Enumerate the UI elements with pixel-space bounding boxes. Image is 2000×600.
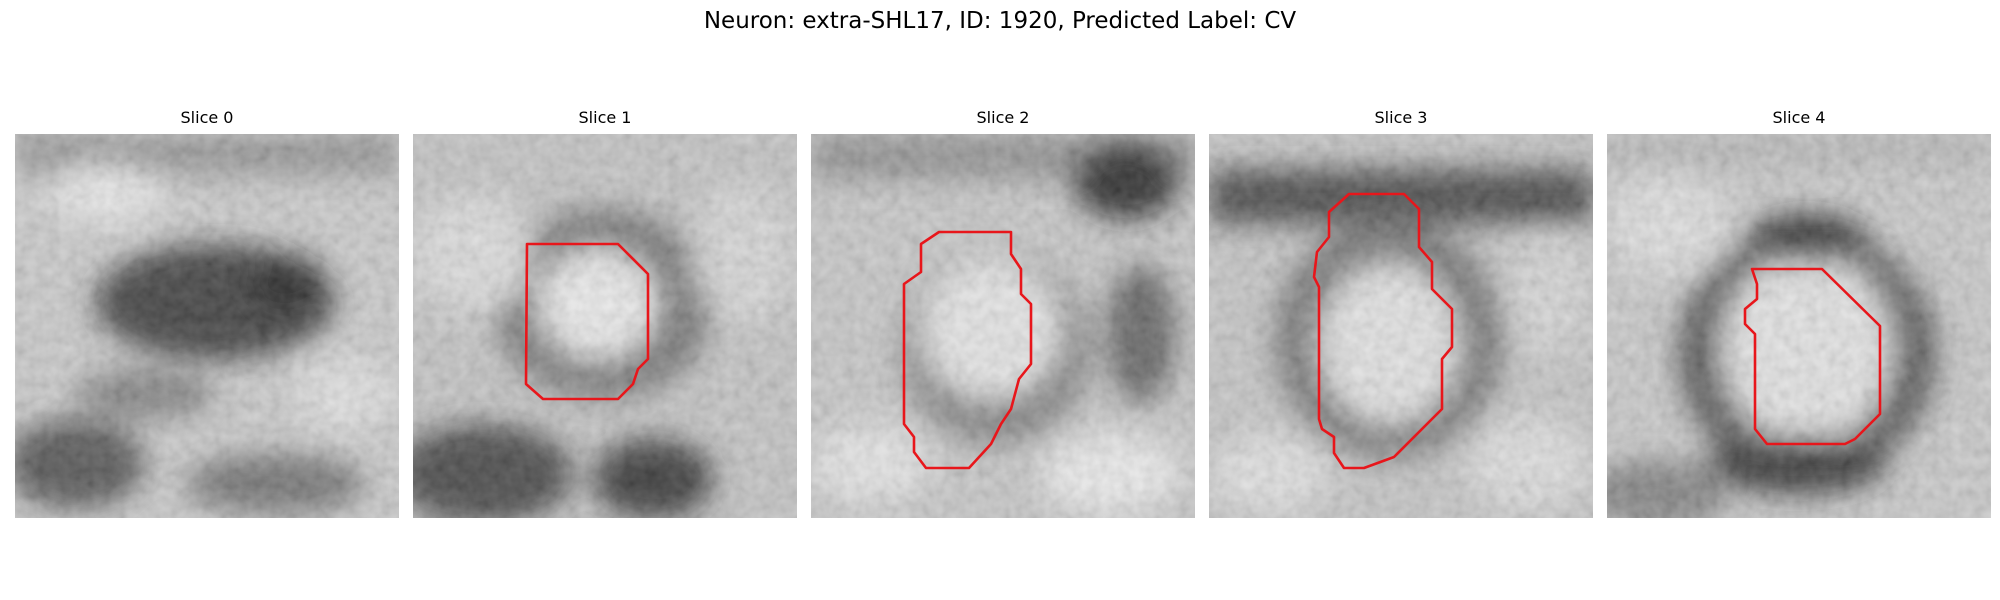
slice-image bbox=[1209, 134, 1593, 518]
contour-outline bbox=[1312, 192, 1454, 470]
slice-image bbox=[1607, 134, 1991, 518]
slice-title: Slice 1 bbox=[578, 108, 632, 127]
slice-title: Slice 2 bbox=[976, 108, 1030, 127]
contour-outline bbox=[902, 230, 1033, 470]
contour-outline bbox=[524, 242, 650, 401]
slice-title: Slice 3 bbox=[1374, 108, 1428, 127]
slice-image bbox=[811, 134, 1195, 518]
contour-outline bbox=[1743, 267, 1882, 446]
slice-title: Slice 4 bbox=[1772, 108, 1826, 127]
figure-title: Neuron: extra-SHL17, ID: 1920, Predicted… bbox=[703, 8, 1297, 34]
slice-image bbox=[413, 134, 797, 518]
slice-title: Slice 0 bbox=[180, 108, 234, 127]
slice-image bbox=[15, 134, 399, 518]
